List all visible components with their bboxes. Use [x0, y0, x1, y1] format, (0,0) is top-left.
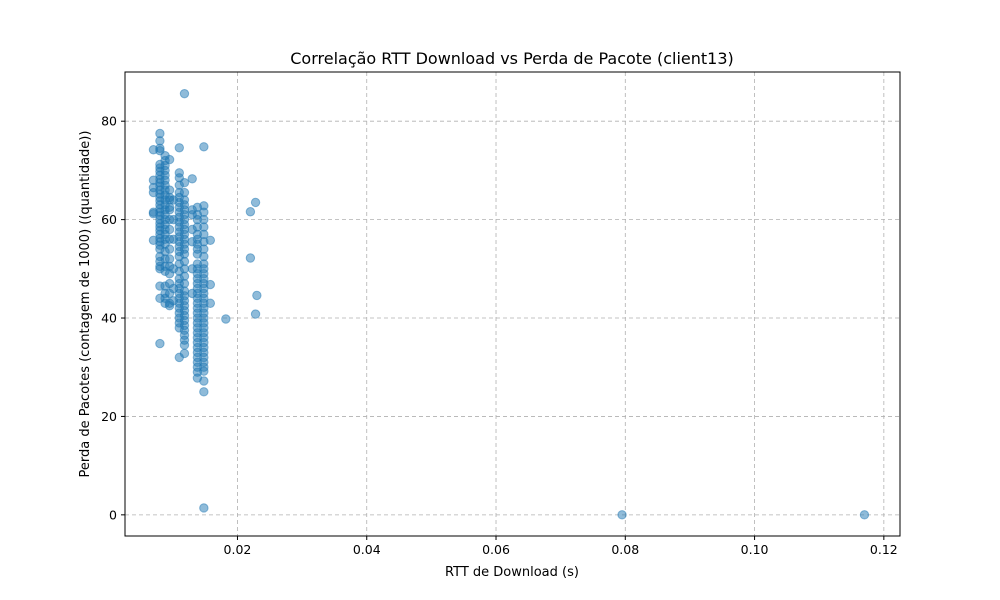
data-point [245, 253, 256, 263]
plot-frame [124, 71, 901, 537]
y-tick-label: 40 [101, 311, 117, 326]
data-point [187, 174, 197, 184]
data-point [164, 202, 175, 213]
y-axis-label: Perda de Pacotes (contagem de 1000) ((qu… [78, 131, 93, 478]
data-point [250, 309, 261, 319]
x-tick-label: 0.10 [741, 542, 769, 557]
grid-lines [125, 72, 900, 536]
chart-title: Correlação RTT Download vs Perda de Paco… [290, 49, 734, 68]
data-point [155, 338, 165, 349]
data-point [164, 244, 175, 254]
y-tick-label: 60 [101, 212, 117, 227]
y-axis-ticks: 0 20 40 60 80 [101, 114, 125, 522]
data-point [199, 387, 209, 397]
data-point [205, 235, 216, 245]
data-point [199, 142, 209, 152]
data-point [617, 510, 627, 520]
data-point [221, 314, 231, 324]
data-point [179, 88, 190, 99]
x-tick-label: 0.12 [870, 542, 898, 557]
data-point [205, 279, 216, 290]
data-points [148, 88, 870, 520]
data-point [199, 366, 209, 376]
y-tick-label: 80 [101, 114, 117, 129]
data-point [199, 503, 209, 513]
x-tick-label: 0.04 [353, 542, 381, 557]
y-tick-label: 20 [101, 409, 117, 424]
data-point [205, 298, 216, 308]
data-point [174, 143, 184, 153]
x-tick-label: 0.06 [482, 542, 510, 557]
data-point [250, 197, 261, 208]
data-point [179, 178, 190, 188]
data-point [199, 376, 209, 386]
data-point [859, 510, 870, 520]
data-point [252, 290, 262, 301]
data-point [179, 348, 190, 359]
x-axis-ticks: 0.02 0.04 0.06 0.08 0.10 0.12 [224, 536, 898, 557]
data-point [164, 224, 175, 235]
data-point [179, 340, 190, 350]
x-tick-label: 0.08 [611, 542, 639, 557]
data-point [164, 154, 175, 165]
x-tick-label: 0.02 [224, 542, 252, 557]
x-axis-label: RTT de Download (s) [445, 565, 579, 580]
y-tick-label: 0 [109, 507, 117, 522]
data-point [245, 207, 256, 217]
